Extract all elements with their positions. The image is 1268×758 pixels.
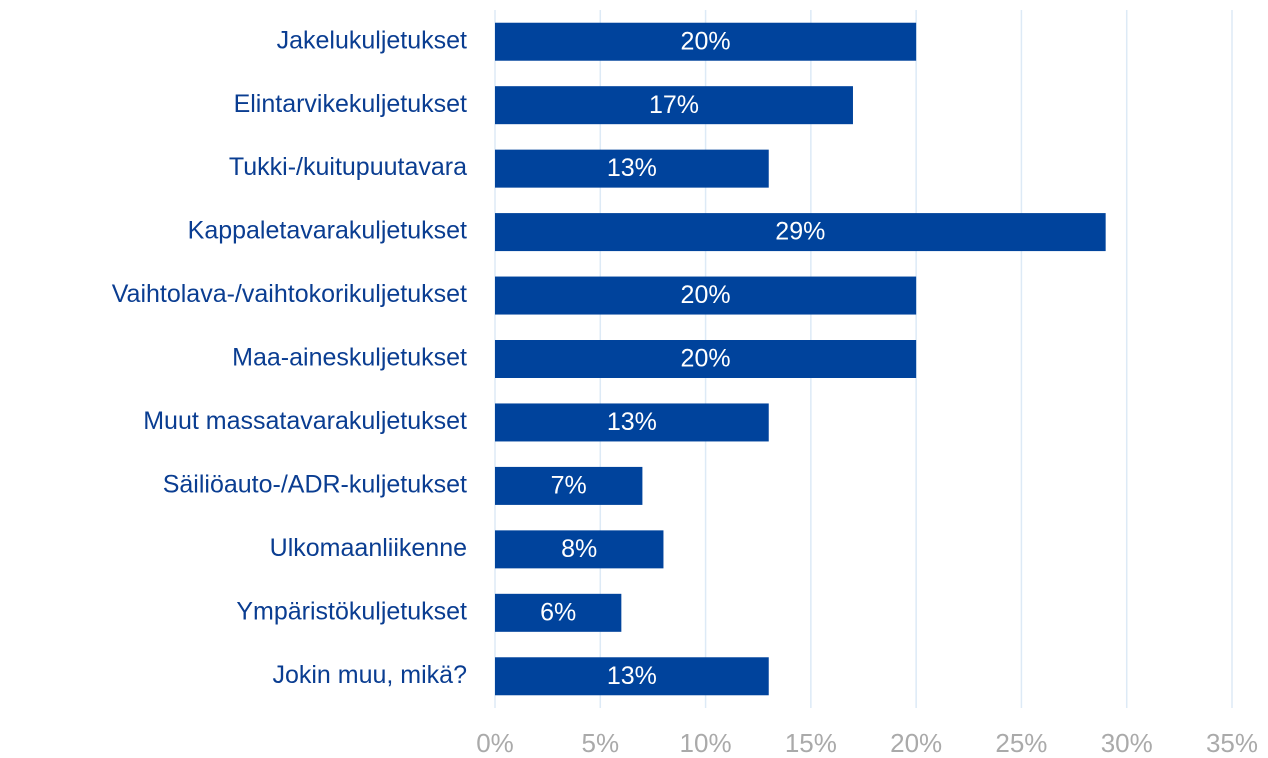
x-tick-label: 10% — [680, 728, 732, 758]
data-label: 20% — [681, 27, 731, 55]
y-tick-label: Jakelukuljetukset — [277, 26, 467, 54]
data-label: 6% — [540, 598, 576, 626]
y-tick-label: Jokin muu, mikä? — [272, 661, 467, 689]
data-label: 29% — [775, 218, 825, 246]
data-label: 7% — [551, 472, 587, 500]
y-tick-label: Ympäristökuljetukset — [236, 597, 467, 625]
bar — [495, 593, 622, 632]
x-tick-label: 25% — [995, 728, 1047, 758]
x-tick-label: 20% — [890, 728, 942, 758]
data-label: 8% — [561, 535, 597, 563]
y-tick-label: Tukki-/kuitupuutavara — [229, 153, 467, 181]
bar — [495, 22, 917, 61]
x-tick-label: 0% — [476, 728, 514, 758]
data-label: 17% — [649, 91, 699, 119]
bar — [495, 466, 643, 505]
data-label: 13% — [607, 154, 657, 182]
y-tick-label: Maa-aineskuljetukset — [232, 344, 467, 372]
bar — [495, 276, 917, 315]
data-label: 20% — [681, 345, 731, 373]
y-tick-label: Muut massatavarakuljetukset — [143, 407, 467, 435]
y-tick-label: Ulkomaanliikenne — [270, 534, 467, 562]
data-label: 20% — [681, 281, 731, 309]
bar — [495, 340, 917, 378]
x-tick-label: 15% — [785, 728, 837, 758]
data-label: 13% — [607, 408, 657, 436]
x-tick-label: 5% — [581, 728, 619, 758]
bar — [495, 86, 853, 125]
bar — [495, 530, 664, 569]
bar — [495, 213, 1106, 252]
bar — [495, 403, 769, 442]
data-label: 13% — [607, 662, 657, 690]
bar — [495, 657, 769, 696]
y-tick-label: Säiliöauto-/ADR-kuljetukset — [163, 471, 467, 499]
x-tick-label: 35% — [1206, 728, 1258, 758]
y-tick-label: Elintarvikekuljetukset — [234, 90, 467, 118]
y-tick-label: Vaihtolava-/vaihtokorikuljetukset — [112, 280, 467, 308]
bar — [495, 149, 769, 188]
y-tick-label: Kappaletavarakuljetukset — [188, 217, 467, 245]
x-tick-label: 30% — [1101, 728, 1153, 758]
